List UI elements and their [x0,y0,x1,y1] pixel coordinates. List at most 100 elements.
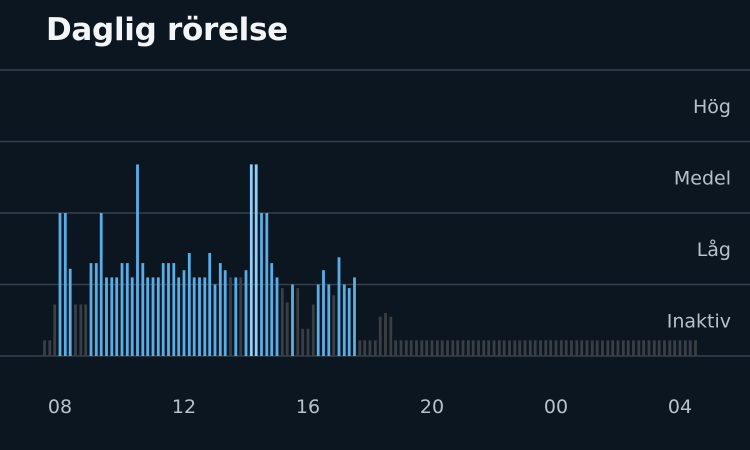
activity-bar [378,316,382,356]
activity-bar [48,340,52,356]
activity-bar [161,263,165,356]
activity-bar [456,340,460,356]
x-tick-label: 20 [420,396,444,418]
activity-bar [415,340,418,356]
activity-bar [270,263,274,356]
activity-bar [151,277,155,356]
activity-bar [461,340,465,356]
x-tick-label: 16 [296,396,320,418]
activity-bar [342,284,346,356]
activity-bar [471,340,475,356]
activity-bar [384,313,387,356]
activity-bar [337,257,341,356]
activity-bar [177,277,181,356]
activity-bar [368,340,372,356]
activity-bar [482,340,486,356]
activity-bar [327,284,331,356]
time-axis: 08 12 16 20 00 04 [48,396,692,418]
activity-bar [611,340,615,356]
activity-bar [43,340,46,356]
activity-bar [497,340,501,356]
level-label-medel: Medel [674,168,731,190]
activity-bars [43,164,697,356]
activity-bar [94,263,98,356]
activity-bar [146,277,150,356]
activity-bar [513,340,517,356]
activity-bar [84,304,88,356]
activity-bar [115,277,119,356]
activity-bar [404,340,408,356]
activity-bar [466,340,470,356]
activity-bar [63,213,67,356]
activity-bar [234,277,238,356]
activity-bar [647,340,651,356]
activity-bar [435,340,439,356]
activity-bar [291,284,294,356]
activity-bar [373,340,377,356]
activity-bar [559,340,563,356]
activity-bar [358,340,362,356]
grid-lines [0,69,750,357]
activity-bar [105,277,108,356]
activity-bar [136,164,139,356]
activity-bar [492,340,496,356]
activity-bar [420,340,424,356]
activity-bar [590,340,594,356]
activity-bar [203,277,207,356]
activity-bar [141,263,145,356]
activity-bar [601,340,604,356]
activity-bar [606,340,610,356]
activity-bar [632,340,635,356]
activity-bar [663,340,666,356]
activity-bar [683,340,687,356]
level-label-hög: Hög [693,96,731,118]
activity-bar [68,268,72,356]
activity-bar [425,340,429,356]
activity-bar [223,270,227,356]
level-label-låg: Låg [697,238,731,261]
activity-bar [564,340,568,356]
activity-bar [399,340,403,356]
activity-bar [311,304,315,356]
activity-bar [394,340,398,356]
activity-bar [79,304,83,356]
page-title: Daglig rörelse [46,12,288,48]
x-tick-label: 00 [544,396,568,418]
activity-bar [187,253,191,356]
activity-bar [595,340,599,356]
level-labels: Inaktiv Låg Medel Hög [667,96,731,333]
activity-bar [229,277,232,356]
activity-bar [280,288,284,356]
activity-bar [502,340,506,356]
activity-bar [533,340,537,356]
activity-bar [678,340,682,356]
activity-bar [657,340,661,356]
activity-bar [409,340,413,356]
activity-bar [518,340,522,356]
activity-bar [539,340,542,356]
activity-bar [508,340,511,356]
activity-bar [554,340,558,356]
activity-bar [353,277,356,356]
activity-bar [528,340,532,356]
activity-bar [275,277,279,356]
activity-bar [621,340,625,356]
activity-bar [668,340,672,356]
activity-bar [285,302,289,356]
activity-bar [585,340,589,356]
activity-bar [626,340,630,356]
activity-bar [363,340,367,356]
activity-bar [477,340,480,356]
activity-bar [440,340,444,356]
activity-bar [239,277,243,356]
activity-bar [130,277,134,356]
activity-bar [120,263,124,356]
activity-bar [575,340,579,356]
activity-bar [694,340,697,356]
activity-bar [389,316,393,356]
activity-bar [322,270,325,356]
activity-bar [306,328,310,356]
x-tick-label: 12 [172,396,196,418]
